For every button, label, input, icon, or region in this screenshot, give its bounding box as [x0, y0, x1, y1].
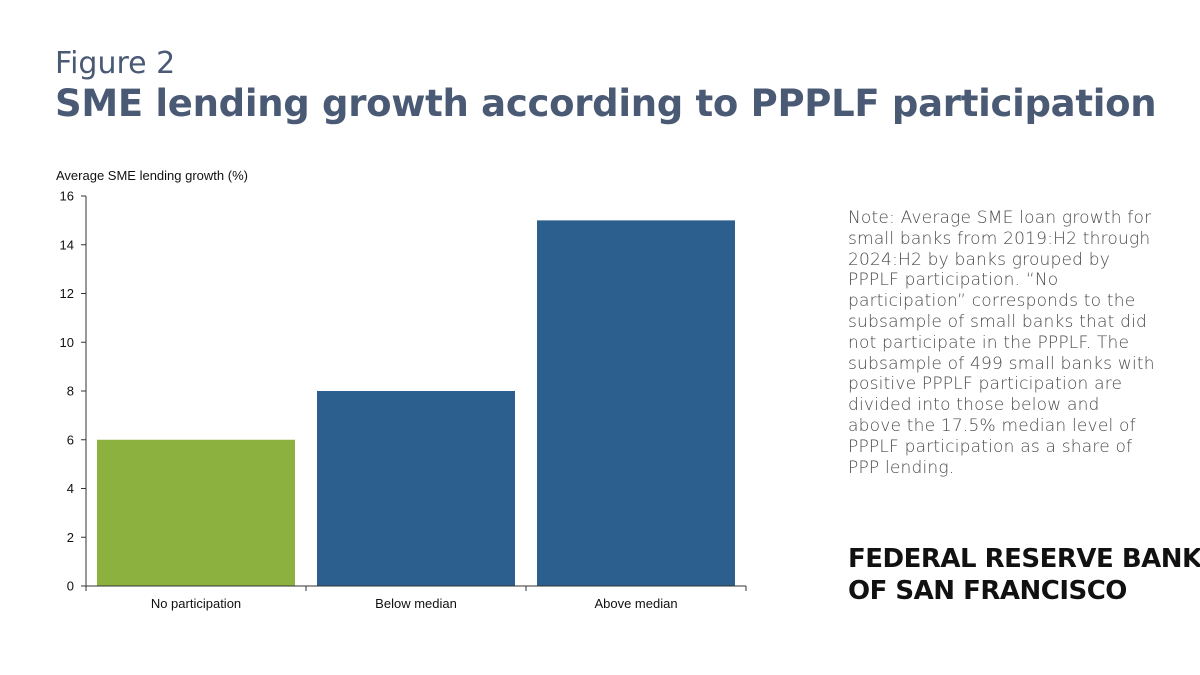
bar-1 — [317, 391, 515, 586]
chart-note: Note: Average SME loan growth for small … — [848, 208, 1155, 478]
bar-0 — [97, 439, 295, 586]
y-tick-label-2: 4 — [67, 481, 74, 496]
y-tick-label-0: 0 — [67, 579, 74, 594]
y-tick-label-8: 16 — [60, 189, 74, 204]
y-tick-label-1: 2 — [67, 530, 74, 545]
x-tick-label-0: No participation — [151, 596, 241, 611]
y-axis-label: Average SME lending growth (%) — [56, 168, 248, 183]
x-tick-label-2: Above median — [594, 596, 677, 611]
brand-logo: FEDERAL RESERVE BANK OF SAN FRANCISCO — [848, 543, 1200, 607]
x-tick-label-1: Below median — [375, 596, 457, 611]
figure-label: Figure 2 — [55, 46, 176, 81]
y-tick-label-3: 6 — [67, 432, 74, 447]
bar-2 — [537, 220, 735, 586]
y-tick-label-7: 14 — [60, 237, 74, 252]
page-title: SME lending growth according to PPPLF pa… — [55, 82, 1157, 125]
bar-chart: 0 2 4 6 8 10 12 14 16 No participation Below media… — [60, 189, 747, 611]
y-tick-label-6: 12 — [60, 286, 74, 301]
y-tick-label-5: 10 — [60, 335, 74, 350]
brand-line-1: FEDERAL RESERVE BANK — [848, 544, 1200, 574]
brand-line-2: OF SAN FRANCISCO — [848, 576, 1127, 606]
y-tick-label-4: 8 — [67, 384, 74, 399]
